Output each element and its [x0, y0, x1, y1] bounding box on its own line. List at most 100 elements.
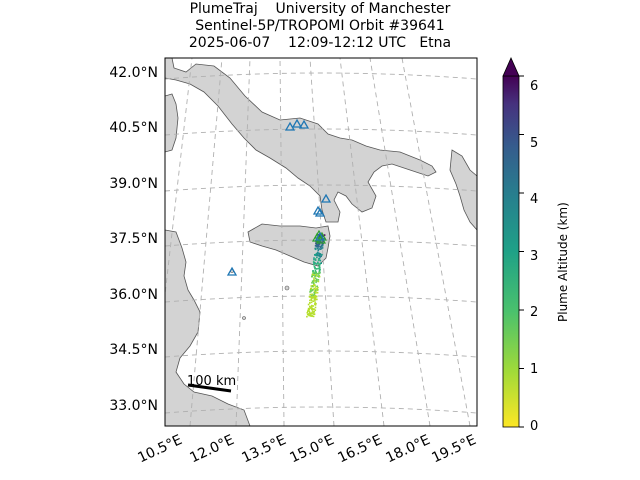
longitude-gridline — [279, 58, 285, 426]
plume-point — [313, 278, 315, 281]
plume-point — [320, 246, 322, 249]
plume-point — [315, 292, 317, 294]
plume-point — [317, 243, 319, 246]
longitude-gridline — [189, 58, 223, 426]
scale-bar — [187, 383, 232, 393]
plume-point — [314, 272, 317, 275]
plume-point — [308, 308, 311, 310]
lampedusa-island — [242, 316, 246, 320]
colorbar-tick-5: 5 — [530, 136, 539, 151]
plume-point — [311, 294, 313, 297]
lat-label-39: 39.0°N — [109, 176, 158, 192]
plume-point — [316, 245, 319, 248]
plume-point — [319, 253, 321, 256]
plume-point — [315, 244, 318, 246]
latitude-gridline — [165, 295, 477, 303]
plume-point — [311, 315, 313, 317]
plume-point — [314, 309, 317, 311]
plume-point — [310, 290, 312, 293]
volcano-marker — [320, 193, 332, 203]
plume-point — [311, 275, 313, 278]
plume-point — [310, 296, 312, 298]
plume-point — [317, 286, 319, 289]
plume-point — [313, 298, 316, 301]
plume-point — [319, 259, 322, 262]
plume-point — [313, 311, 315, 314]
plume-point — [313, 284, 315, 286]
plume-point — [318, 252, 320, 255]
plume-point — [314, 268, 317, 270]
volcano-marker — [291, 118, 303, 128]
volcano-marker — [314, 207, 326, 217]
plume-point — [318, 265, 321, 267]
sardinia-landmass — [165, 93, 179, 153]
plume-point — [312, 280, 315, 283]
plume-point — [312, 305, 315, 307]
plume-point — [314, 284, 316, 286]
plume-point — [323, 234, 326, 236]
lat-label-40-5: 40.5°N — [109, 120, 158, 136]
plume-point — [312, 315, 315, 318]
plume-point — [314, 297, 317, 299]
plume-point — [313, 297, 315, 299]
plume-point — [314, 274, 317, 277]
colorbar-tick-3: 3 — [530, 249, 539, 264]
colorbar-tick-2: 2 — [530, 305, 539, 320]
plume-point — [311, 285, 314, 288]
plume-point — [310, 306, 313, 308]
plume-point — [315, 302, 317, 305]
plume-point — [308, 313, 310, 315]
plume-point — [315, 272, 318, 275]
volcano-marker — [284, 121, 296, 131]
plume-point — [317, 261, 319, 264]
plume-point — [313, 293, 316, 295]
plume-point — [316, 275, 318, 277]
map-frame — [164, 57, 478, 427]
plume-point — [315, 268, 318, 270]
plume-point — [318, 248, 320, 250]
plume-point — [314, 248, 317, 251]
plume-point — [322, 235, 324, 237]
plume-point — [313, 295, 316, 297]
plume-point — [306, 315, 308, 318]
plume-point — [318, 270, 321, 272]
plume-point — [314, 277, 317, 280]
plume-point — [316, 280, 318, 282]
plume-point — [309, 305, 311, 308]
plume-point — [320, 237, 323, 240]
longitude-gridline — [339, 58, 385, 426]
plume-point — [314, 254, 317, 257]
plume-point — [318, 275, 321, 278]
plume-point — [312, 272, 315, 274]
plume-point — [320, 245, 323, 248]
plume-point — [313, 287, 316, 290]
volcano-marker — [314, 231, 326, 241]
latitude-gridline — [165, 128, 477, 136]
plume-point — [315, 253, 318, 255]
plume-point — [321, 245, 324, 247]
plume-point — [308, 310, 311, 313]
lat-label-34-5: 34.5°N — [109, 342, 158, 358]
plume-point — [321, 254, 323, 256]
longitude-gridline — [165, 58, 193, 299]
plume-point — [309, 299, 311, 302]
latitude-gridline — [165, 72, 477, 80]
lat-label-36: 36.0°N — [109, 287, 158, 303]
plume-point — [313, 290, 316, 292]
plume-point — [315, 295, 318, 298]
plume-point — [306, 311, 309, 314]
plume-point — [315, 289, 317, 292]
plume-point — [309, 293, 312, 296]
plume-point — [311, 293, 313, 295]
plume-point — [315, 263, 318, 265]
plume-point — [311, 296, 314, 299]
latitude-gridline — [165, 350, 477, 358]
volcano-markers — [226, 118, 332, 276]
plume-point — [312, 282, 315, 284]
plume-point — [313, 296, 315, 298]
latitude-gridline — [165, 406, 477, 414]
plume-point — [309, 312, 312, 315]
plume-point — [314, 275, 316, 278]
plume-point — [314, 300, 316, 302]
plume-point — [319, 262, 322, 265]
